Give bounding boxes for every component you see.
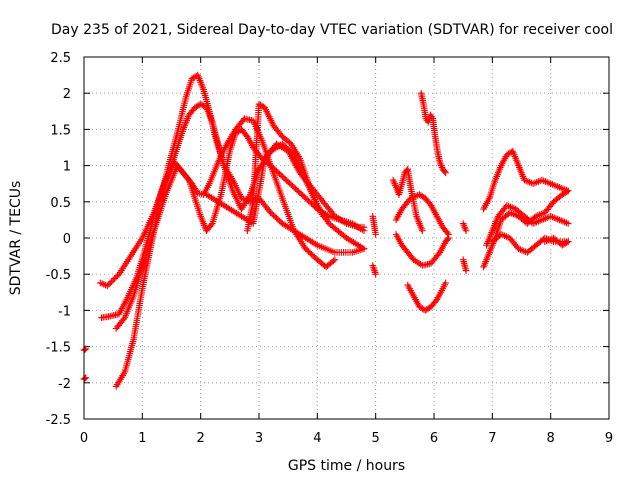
data-point bbox=[112, 273, 120, 281]
data-point bbox=[371, 269, 379, 276]
x-tick-label: 8 bbox=[547, 431, 555, 446]
y-tick-label: 2 bbox=[63, 87, 71, 102]
x-axis-label: GPS time / hours bbox=[288, 458, 405, 474]
data-point bbox=[462, 227, 470, 235]
x-tick-label: 4 bbox=[313, 431, 321, 446]
data-point bbox=[81, 346, 89, 353]
series-track-n bbox=[404, 279, 449, 314]
data-point bbox=[330, 257, 337, 265]
data-point bbox=[111, 275, 118, 282]
y-tick-label: -1 bbox=[58, 304, 71, 319]
data-point bbox=[239, 116, 247, 124]
x-tick-label: 0 bbox=[80, 431, 88, 446]
x-tick-label: 5 bbox=[372, 431, 380, 446]
series-track-b bbox=[80, 374, 90, 383]
series-track-h bbox=[244, 100, 327, 235]
plot-frame bbox=[83, 56, 610, 420]
data-point bbox=[403, 167, 411, 174]
y-tick-label: -2 bbox=[58, 377, 71, 392]
data-point bbox=[369, 262, 377, 269]
data-point bbox=[82, 374, 90, 382]
data-point bbox=[564, 238, 572, 245]
data-point bbox=[564, 187, 572, 195]
series-track-o bbox=[417, 89, 449, 177]
series-track-t bbox=[483, 202, 572, 249]
data-point bbox=[370, 265, 378, 273]
data-point bbox=[81, 375, 89, 382]
x-tick-label: 9 bbox=[605, 431, 613, 446]
data-point bbox=[445, 234, 452, 242]
y-axis-label: SDTVAR / TECUs bbox=[8, 181, 24, 296]
data-point bbox=[435, 250, 442, 258]
y-tick-label: -2.5 bbox=[46, 413, 71, 428]
y-tick-label: 1 bbox=[63, 160, 71, 175]
data-point bbox=[442, 279, 449, 287]
data-points bbox=[80, 71, 572, 390]
data-point bbox=[184, 175, 192, 182]
data-point bbox=[266, 207, 273, 215]
data-point bbox=[319, 212, 327, 220]
data-point bbox=[372, 270, 379, 278]
data-point bbox=[462, 267, 470, 274]
series-track-v bbox=[541, 234, 572, 249]
data-point bbox=[331, 256, 339, 264]
series-track-i bbox=[369, 212, 379, 238]
data-point bbox=[108, 278, 116, 285]
x-tick-label: 7 bbox=[488, 431, 496, 446]
data-point bbox=[442, 169, 449, 177]
data-point bbox=[360, 223, 368, 231]
x-tick-label: 2 bbox=[197, 431, 205, 446]
x-tick-labels: 0 1 2 3 4 5 6 7 8 9 bbox=[80, 431, 613, 446]
y-tick-label: -0.5 bbox=[46, 268, 71, 283]
data-point bbox=[563, 239, 571, 246]
data-point bbox=[371, 267, 378, 275]
series-track-p bbox=[459, 220, 470, 235]
series-track-l bbox=[392, 231, 452, 269]
series-track-m bbox=[389, 165, 426, 235]
data-point bbox=[444, 235, 451, 243]
y-tick-label: -1.5 bbox=[46, 341, 71, 356]
x-tick-label: 3 bbox=[255, 431, 263, 446]
y-tick-label: 2.5 bbox=[50, 51, 71, 66]
data-point bbox=[109, 276, 117, 284]
y-tick-label: 0.5 bbox=[50, 196, 71, 211]
data-point bbox=[563, 188, 571, 196]
series-track-r bbox=[480, 147, 572, 213]
data-point bbox=[106, 279, 114, 287]
data-point bbox=[441, 168, 448, 175]
y-tick-label: 0 bbox=[63, 232, 71, 247]
data-point bbox=[444, 229, 451, 237]
data-point bbox=[104, 282, 111, 290]
series-track-q bbox=[459, 256, 470, 274]
data-point bbox=[372, 231, 379, 238]
data-point bbox=[564, 220, 572, 227]
y-tick-label: 1.5 bbox=[50, 123, 71, 138]
data-point bbox=[105, 281, 113, 288]
series-track-g bbox=[203, 140, 368, 231]
series-track-j bbox=[369, 262, 379, 278]
data-point bbox=[341, 233, 349, 240]
data-point bbox=[120, 315, 127, 323]
data-point bbox=[360, 245, 368, 253]
x-tick-label: 6 bbox=[430, 431, 438, 446]
chart-title: Day 235 of 2021, Sidereal Day-to-day VTE… bbox=[51, 22, 613, 38]
data-point bbox=[207, 221, 215, 229]
series-track-k bbox=[392, 191, 452, 238]
data-point bbox=[419, 227, 426, 235]
x-tick-label: 1 bbox=[138, 431, 146, 446]
y-tick-labels: 2.5 2 1.5 1 0.5 0 -0.5 -1 -1.5 -2 -2.5 bbox=[46, 51, 71, 428]
